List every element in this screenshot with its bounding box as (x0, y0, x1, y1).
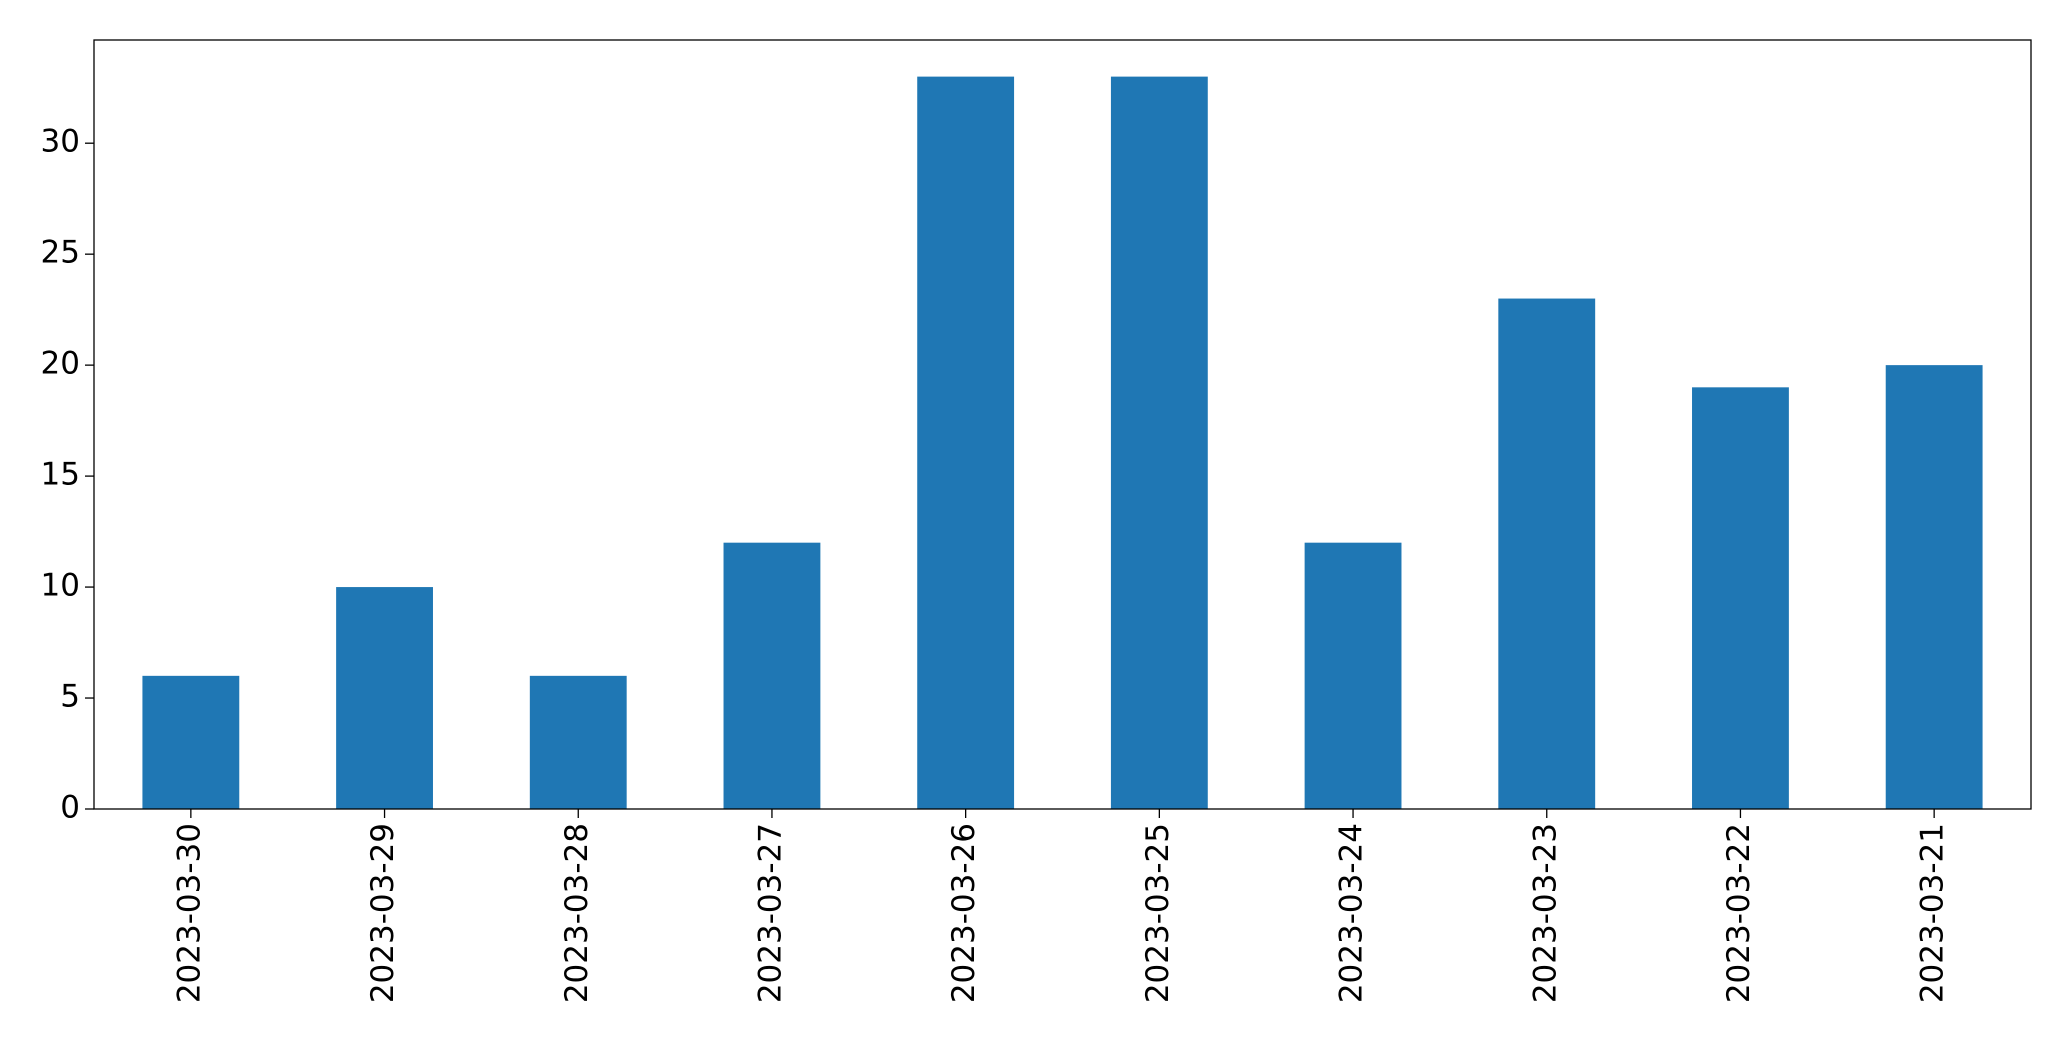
x-tick-label: 2023-03-24 (1334, 823, 1370, 1003)
bar (723, 542, 821, 809)
bar (529, 675, 627, 809)
y-tick-label: 10 (41, 568, 80, 604)
plot-frame (93, 39, 2032, 810)
x-tick-label: 2023-03-28 (559, 823, 595, 1003)
x-tick-label: 2023-03-22 (1721, 823, 1757, 1003)
y-tick-label: 15 (41, 457, 80, 493)
x-tick-label: 2023-03-29 (365, 823, 401, 1003)
bar (1304, 542, 1402, 809)
x-tick-label: 2023-03-30 (171, 823, 207, 1003)
x-tick-label: 2023-03-23 (1527, 823, 1563, 1003)
y-tick-label: 20 (41, 346, 80, 382)
bar (142, 675, 240, 809)
x-tick-label: 2023-03-21 (1915, 823, 1951, 1003)
y-tick-label: 30 (41, 124, 80, 160)
x-tick-label: 2023-03-27 (752, 823, 788, 1003)
y-tick-label: 5 (60, 679, 80, 715)
bar (1885, 365, 1983, 809)
bar (1692, 387, 1789, 809)
y-tick-label: 0 (60, 790, 80, 826)
bar (917, 76, 1015, 810)
y-tick-label: 25 (41, 235, 80, 271)
x-tick-label: 2023-03-26 (946, 823, 982, 1003)
x-tick-label: 2023-03-25 (1140, 823, 1176, 1003)
bar (1110, 76, 1208, 810)
bar (336, 587, 433, 809)
bar (1498, 298, 1596, 809)
